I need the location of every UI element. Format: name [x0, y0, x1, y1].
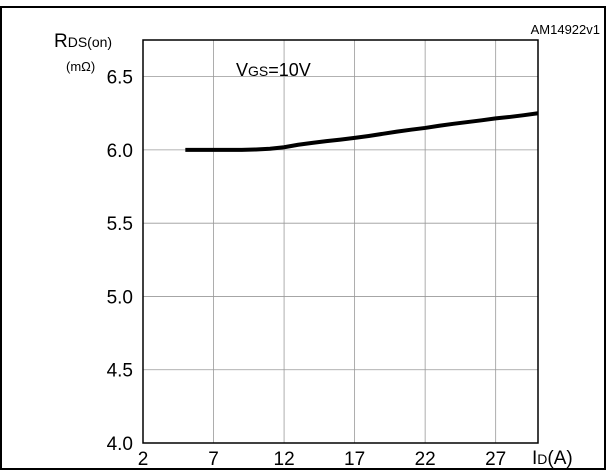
x-tick-label: 27: [485, 449, 506, 470]
annotation-main: V: [236, 60, 248, 80]
x-tick-label: 7: [208, 449, 219, 470]
annotation-vgs: VGS=10V: [236, 60, 311, 80]
series-line: [185, 111, 539, 152]
x-axis-label-main: I: [532, 448, 537, 469]
x-tick-labels: 2 7 12 17 22 27: [138, 449, 507, 470]
y-tick-label: 6.5: [107, 68, 133, 89]
annotation-sub: GS: [248, 63, 268, 79]
x-axis-unit: (A): [547, 448, 572, 469]
x-axis-label: ID(A): [532, 448, 573, 469]
y-tick-label: 4.5: [107, 361, 133, 382]
outer-frame: [0, 6, 606, 470]
plot-frame: [142, 39, 539, 444]
y-tick-label: 5.5: [107, 214, 133, 235]
y-axis-label-main: R: [54, 31, 68, 52]
y-tick-label: 4.0: [107, 434, 133, 455]
x-tick-label: 12: [274, 449, 295, 470]
figure-code: AM14922v1: [531, 22, 600, 37]
y-axis-label-sub: DS(on): [68, 34, 112, 50]
x-tick-label: 17: [344, 449, 365, 470]
y-tick-labels: 4.0 4.5 5.0 5.5 6.0 6.5: [107, 68, 133, 455]
x-tick-label: 2: [138, 449, 149, 470]
grid-lines: [143, 40, 538, 443]
y-axis-label: RDS(on): [54, 31, 112, 52]
y-axis-unit: (mΩ): [66, 59, 95, 74]
annotation-rest: =10V: [268, 60, 311, 80]
x-tick-label: 22: [415, 449, 436, 470]
y-tick-label: 6.0: [107, 141, 133, 162]
x-axis-label-sub: D: [537, 451, 547, 467]
y-tick-label: 5.0: [107, 287, 133, 308]
